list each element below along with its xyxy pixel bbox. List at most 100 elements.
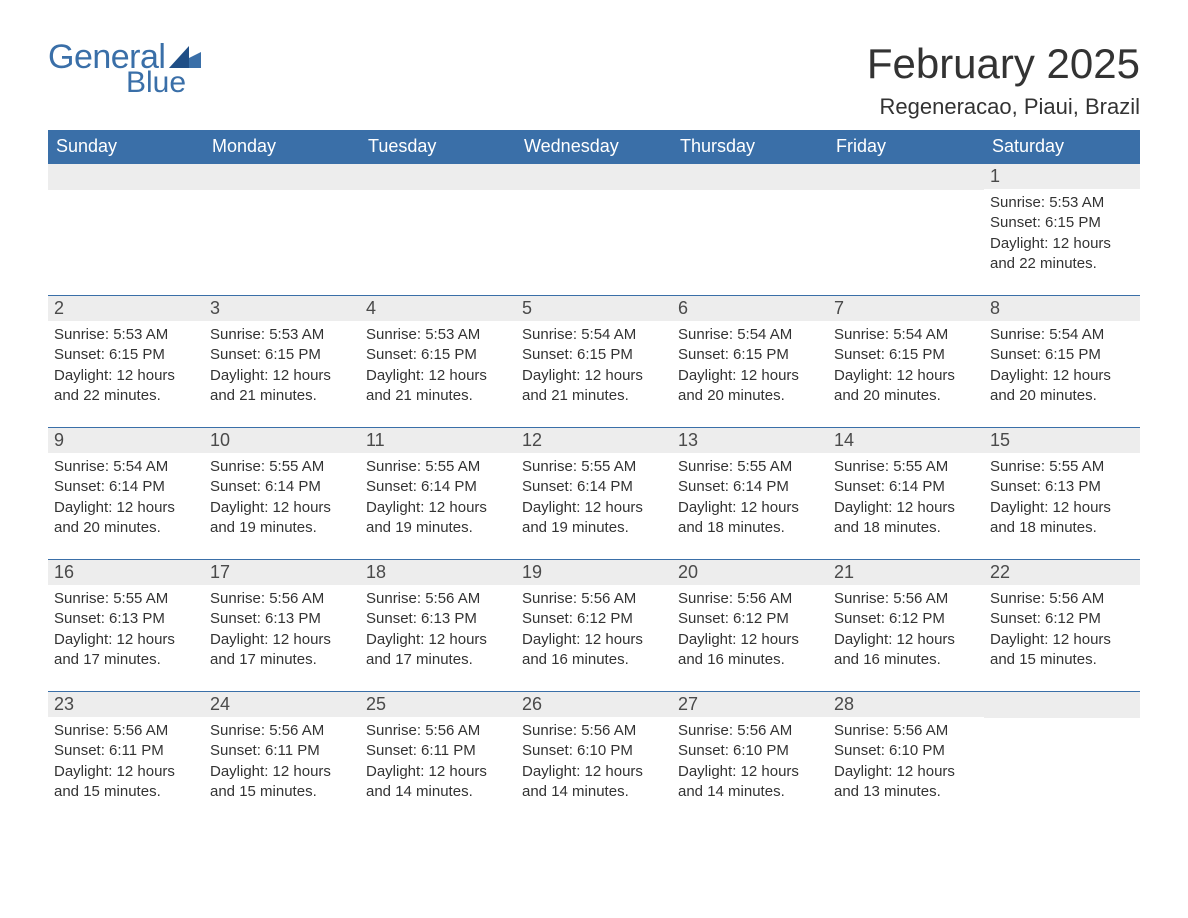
calendar-cell (828, 163, 984, 295)
sunset-line: Sunset: 6:10 PM (834, 741, 978, 761)
calendar-cell: 7Sunrise: 5:54 AMSunset: 6:15 PMDaylight… (828, 295, 984, 427)
day-number: 19 (516, 559, 672, 585)
calendar-row: 1Sunrise: 5:53 AMSunset: 6:15 PMDaylight… (48, 163, 1140, 295)
daylight-line: Daylight: 12 hours and 15 minutes. (54, 762, 198, 803)
daylight-line: Daylight: 12 hours and 14 minutes. (522, 762, 666, 803)
day-details: Sunrise: 5:56 AMSunset: 6:10 PMDaylight:… (828, 717, 984, 802)
calendar-cell: 28Sunrise: 5:56 AMSunset: 6:10 PMDayligh… (828, 691, 984, 823)
sunrise-line: Sunrise: 5:53 AM (366, 325, 510, 345)
day-number: 6 (672, 295, 828, 321)
daylight-line: Daylight: 12 hours and 19 minutes. (210, 498, 354, 539)
sunrise-line: Sunrise: 5:56 AM (366, 589, 510, 609)
sunrise-line: Sunrise: 5:56 AM (522, 589, 666, 609)
day-details: Sunrise: 5:54 AMSunset: 6:15 PMDaylight:… (516, 321, 672, 406)
day-number: 28 (828, 691, 984, 717)
calendar-cell: 21Sunrise: 5:56 AMSunset: 6:12 PMDayligh… (828, 559, 984, 691)
calendar-cell: 6Sunrise: 5:54 AMSunset: 6:15 PMDaylight… (672, 295, 828, 427)
sunset-line: Sunset: 6:11 PM (54, 741, 198, 761)
calendar-cell: 18Sunrise: 5:56 AMSunset: 6:13 PMDayligh… (360, 559, 516, 691)
calendar-cell: 24Sunrise: 5:56 AMSunset: 6:11 PMDayligh… (204, 691, 360, 823)
sunset-line: Sunset: 6:15 PM (522, 345, 666, 365)
calendar-cell: 15Sunrise: 5:55 AMSunset: 6:13 PMDayligh… (984, 427, 1140, 559)
day-details: Sunrise: 5:56 AMSunset: 6:11 PMDaylight:… (360, 717, 516, 802)
sunset-line: Sunset: 6:15 PM (54, 345, 198, 365)
empty-day-strip (984, 691, 1140, 718)
day-details: Sunrise: 5:53 AMSunset: 6:15 PMDaylight:… (48, 321, 204, 406)
day-number: 27 (672, 691, 828, 717)
weekday-header: Wednesday (516, 130, 672, 163)
calendar-cell: 14Sunrise: 5:55 AMSunset: 6:14 PMDayligh… (828, 427, 984, 559)
day-details: Sunrise: 5:54 AMSunset: 6:15 PMDaylight:… (672, 321, 828, 406)
day-details: Sunrise: 5:56 AMSunset: 6:11 PMDaylight:… (204, 717, 360, 802)
day-number: 2 (48, 295, 204, 321)
day-number: 17 (204, 559, 360, 585)
calendar-cell: 11Sunrise: 5:55 AMSunset: 6:14 PMDayligh… (360, 427, 516, 559)
daylight-line: Daylight: 12 hours and 17 minutes. (366, 630, 510, 671)
calendar-cell: 5Sunrise: 5:54 AMSunset: 6:15 PMDaylight… (516, 295, 672, 427)
sunrise-line: Sunrise: 5:53 AM (54, 325, 198, 345)
day-details: Sunrise: 5:54 AMSunset: 6:14 PMDaylight:… (48, 453, 204, 538)
sunset-line: Sunset: 6:13 PM (54, 609, 198, 629)
sunset-line: Sunset: 6:10 PM (522, 741, 666, 761)
empty-day-strip (48, 163, 204, 190)
day-number: 12 (516, 427, 672, 453)
daylight-line: Daylight: 12 hours and 17 minutes. (54, 630, 198, 671)
day-number: 3 (204, 295, 360, 321)
sunrise-line: Sunrise: 5:56 AM (990, 589, 1134, 609)
sunset-line: Sunset: 6:14 PM (678, 477, 822, 497)
calendar-cell: 16Sunrise: 5:55 AMSunset: 6:13 PMDayligh… (48, 559, 204, 691)
calendar-cell: 17Sunrise: 5:56 AMSunset: 6:13 PMDayligh… (204, 559, 360, 691)
sunset-line: Sunset: 6:10 PM (678, 741, 822, 761)
sunrise-line: Sunrise: 5:56 AM (366, 721, 510, 741)
day-details: Sunrise: 5:56 AMSunset: 6:11 PMDaylight:… (48, 717, 204, 802)
daylight-line: Daylight: 12 hours and 22 minutes. (54, 366, 198, 407)
day-number: 13 (672, 427, 828, 453)
empty-day-strip (672, 163, 828, 190)
empty-day-strip (204, 163, 360, 190)
sunrise-line: Sunrise: 5:55 AM (990, 457, 1134, 477)
day-number: 18 (360, 559, 516, 585)
sunset-line: Sunset: 6:11 PM (366, 741, 510, 761)
sunrise-line: Sunrise: 5:56 AM (210, 589, 354, 609)
calendar-cell: 27Sunrise: 5:56 AMSunset: 6:10 PMDayligh… (672, 691, 828, 823)
sunrise-line: Sunrise: 5:55 AM (678, 457, 822, 477)
brand-word-2: Blue (126, 68, 201, 98)
calendar-cell: 22Sunrise: 5:56 AMSunset: 6:12 PMDayligh… (984, 559, 1140, 691)
sunset-line: Sunset: 6:12 PM (522, 609, 666, 629)
calendar-cell (204, 163, 360, 295)
day-details: Sunrise: 5:55 AMSunset: 6:14 PMDaylight:… (828, 453, 984, 538)
day-number: 9 (48, 427, 204, 453)
day-number: 14 (828, 427, 984, 453)
daylight-line: Daylight: 12 hours and 16 minutes. (522, 630, 666, 671)
day-details: Sunrise: 5:55 AMSunset: 6:13 PMDaylight:… (984, 453, 1140, 538)
day-number: 8 (984, 295, 1140, 321)
calendar-row: 9Sunrise: 5:54 AMSunset: 6:14 PMDaylight… (48, 427, 1140, 559)
daylight-line: Daylight: 12 hours and 22 minutes. (990, 234, 1134, 275)
sunset-line: Sunset: 6:12 PM (834, 609, 978, 629)
sunset-line: Sunset: 6:14 PM (54, 477, 198, 497)
sunset-line: Sunset: 6:14 PM (366, 477, 510, 497)
day-number: 5 (516, 295, 672, 321)
daylight-line: Daylight: 12 hours and 14 minutes. (366, 762, 510, 803)
daylight-line: Daylight: 12 hours and 21 minutes. (522, 366, 666, 407)
sunrise-line: Sunrise: 5:54 AM (678, 325, 822, 345)
day-details: Sunrise: 5:56 AMSunset: 6:12 PMDaylight:… (516, 585, 672, 670)
daylight-line: Daylight: 12 hours and 20 minutes. (678, 366, 822, 407)
sunset-line: Sunset: 6:15 PM (990, 345, 1134, 365)
sunrise-line: Sunrise: 5:56 AM (678, 721, 822, 741)
day-number: 22 (984, 559, 1140, 585)
day-number: 24 (204, 691, 360, 717)
day-details: Sunrise: 5:53 AMSunset: 6:15 PMDaylight:… (204, 321, 360, 406)
day-number: 1 (984, 163, 1140, 189)
day-details: Sunrise: 5:56 AMSunset: 6:12 PMDaylight:… (672, 585, 828, 670)
sunrise-line: Sunrise: 5:53 AM (990, 193, 1134, 213)
calendar-cell (360, 163, 516, 295)
daylight-line: Daylight: 12 hours and 18 minutes. (990, 498, 1134, 539)
day-details: Sunrise: 5:55 AMSunset: 6:14 PMDaylight:… (204, 453, 360, 538)
sunset-line: Sunset: 6:15 PM (678, 345, 822, 365)
daylight-line: Daylight: 12 hours and 16 minutes. (834, 630, 978, 671)
sunset-line: Sunset: 6:14 PM (522, 477, 666, 497)
calendar-cell: 8Sunrise: 5:54 AMSunset: 6:15 PMDaylight… (984, 295, 1140, 427)
sunset-line: Sunset: 6:12 PM (990, 609, 1134, 629)
calendar-cell: 26Sunrise: 5:56 AMSunset: 6:10 PMDayligh… (516, 691, 672, 823)
